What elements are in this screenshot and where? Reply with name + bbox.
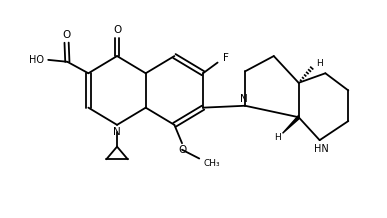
Text: O: O xyxy=(178,145,186,155)
Text: N: N xyxy=(240,94,248,104)
Text: O: O xyxy=(62,30,71,40)
Text: H: H xyxy=(316,59,323,68)
Text: CH₃: CH₃ xyxy=(204,158,220,168)
Text: H: H xyxy=(274,133,281,142)
Text: O: O xyxy=(113,25,121,35)
Text: F: F xyxy=(223,53,229,63)
Text: N: N xyxy=(113,127,121,137)
Text: HN: HN xyxy=(314,144,329,153)
Text: HO: HO xyxy=(29,55,43,65)
Polygon shape xyxy=(283,115,299,133)
